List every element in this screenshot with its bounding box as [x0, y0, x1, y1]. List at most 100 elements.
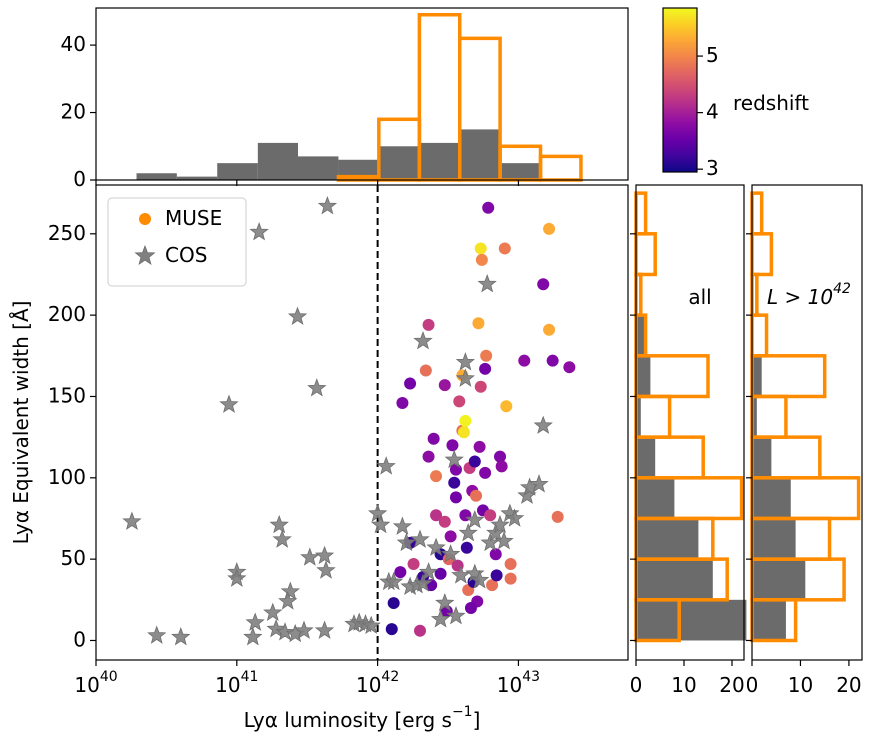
cos-point: [529, 474, 549, 493]
cos-point: [490, 514, 510, 534]
muse-point: [537, 278, 550, 291]
cos-point: [263, 602, 283, 622]
cos-point: [396, 532, 416, 552]
histogram-bar: [257, 142, 299, 180]
muse-point: [518, 354, 531, 367]
muse-point: [490, 569, 503, 582]
muse-point: [468, 455, 481, 468]
muse-point: [434, 567, 447, 580]
histogram-panel: 0 10 20 all: [630, 184, 747, 697]
cos-point: [300, 547, 320, 566]
muse-point: [422, 450, 435, 463]
muse-point: [446, 439, 459, 452]
x-tick-label: 1041: [215, 669, 258, 697]
legend-marker: [134, 244, 156, 266]
cos-point: [287, 306, 308, 325]
muse-point: [500, 400, 513, 413]
axes-frame: [95, 184, 629, 661]
muse-point: [459, 414, 472, 427]
cos-point: [435, 592, 455, 612]
y-tick-label: 20: [61, 99, 86, 123]
cos-point: [469, 570, 490, 589]
y-tick-label: 100: [48, 464, 86, 488]
histogram-bar: [459, 129, 501, 180]
histogram-bar: [636, 599, 747, 641]
histogram-bar: [636, 477, 675, 519]
legend-label: COS: [165, 243, 207, 267]
x-tick-label: 20: [836, 673, 861, 697]
scatter-panel: 1040 1041 1042 1043 0 50 100 150 200 250 Lyα lumin…: [9, 184, 629, 732]
muse-point: [504, 572, 517, 585]
muse-point: [546, 354, 559, 367]
cos-point: [477, 274, 497, 293]
histogram-bar: [752, 396, 757, 438]
cos-point: [249, 222, 269, 241]
cos-point: [533, 415, 553, 434]
legend: MUSE COS: [107, 197, 247, 287]
histogram-panel: 0 20 40: [61, 7, 629, 191]
panel-annotation: all: [688, 285, 711, 309]
histogram-bar: [750, 272, 759, 317]
muse-point: [475, 253, 488, 266]
histogram-bar: [636, 559, 713, 600]
histogram-bar: [298, 156, 339, 180]
histogram-bar: [752, 599, 786, 641]
muse-point: [396, 396, 409, 409]
cos-point: [480, 532, 500, 552]
muse-point: [498, 242, 511, 255]
muse-point: [438, 515, 451, 528]
muse-point: [414, 624, 427, 637]
y-tick-label: 150: [48, 383, 86, 407]
x-tick-label: 1043: [497, 669, 540, 697]
histogram-bar: [500, 163, 541, 180]
histogram-bar: [538, 154, 583, 182]
colorbar-tick-label: 4: [706, 99, 719, 123]
cos-point: [505, 508, 525, 527]
x-tick-label: 0: [630, 673, 643, 697]
x-tick-label: 0: [746, 673, 759, 697]
cos-point: [122, 511, 142, 530]
cos-point: [441, 544, 461, 563]
cos-point: [413, 331, 433, 350]
y-tick-label: 0: [73, 627, 86, 651]
muse-point: [474, 242, 487, 255]
cos-point: [368, 503, 388, 522]
muse-point: [474, 380, 487, 393]
muse-point: [484, 509, 497, 522]
cos-point: [147, 625, 167, 644]
colorbar-tick-label: 5: [706, 43, 719, 67]
muse-point: [480, 349, 493, 362]
y-tick-label: 200: [48, 302, 86, 326]
cos-point: [410, 529, 430, 548]
cos-point: [314, 545, 335, 565]
legend-label: MUSE: [165, 206, 222, 230]
muse-point: [543, 323, 556, 336]
cos-point: [245, 612, 265, 631]
cos-point: [314, 620, 335, 639]
cos-point: [278, 591, 298, 610]
histogram-bar: [634, 191, 648, 236]
histogram-bar: [636, 396, 641, 438]
muse-point: [419, 364, 432, 377]
cos-point: [280, 581, 300, 600]
histogram-bar: [634, 394, 672, 439]
panel-annotation: L > 1042: [767, 281, 851, 309]
cos-point: [446, 605, 466, 625]
y-axis-label: Lyα Equivalent width [Å]: [9, 301, 33, 545]
histogram-bar: [136, 173, 177, 180]
muse-point: [430, 509, 443, 522]
muse-point: [472, 317, 485, 330]
muse-point: [448, 476, 461, 489]
cos-point: [307, 378, 327, 397]
x-axis-label: Lyα luminosity [erg s−1]: [244, 704, 481, 732]
histogram-bar: [752, 355, 762, 397]
muse-point: [543, 222, 556, 235]
histogram-bar: [750, 354, 827, 399]
cos-point: [458, 522, 478, 542]
muse-point: [453, 395, 466, 408]
cos-point: [275, 622, 295, 641]
muse-point: [489, 548, 502, 561]
x-tick-label: 10: [671, 673, 696, 697]
histogram-bar: [752, 477, 791, 519]
